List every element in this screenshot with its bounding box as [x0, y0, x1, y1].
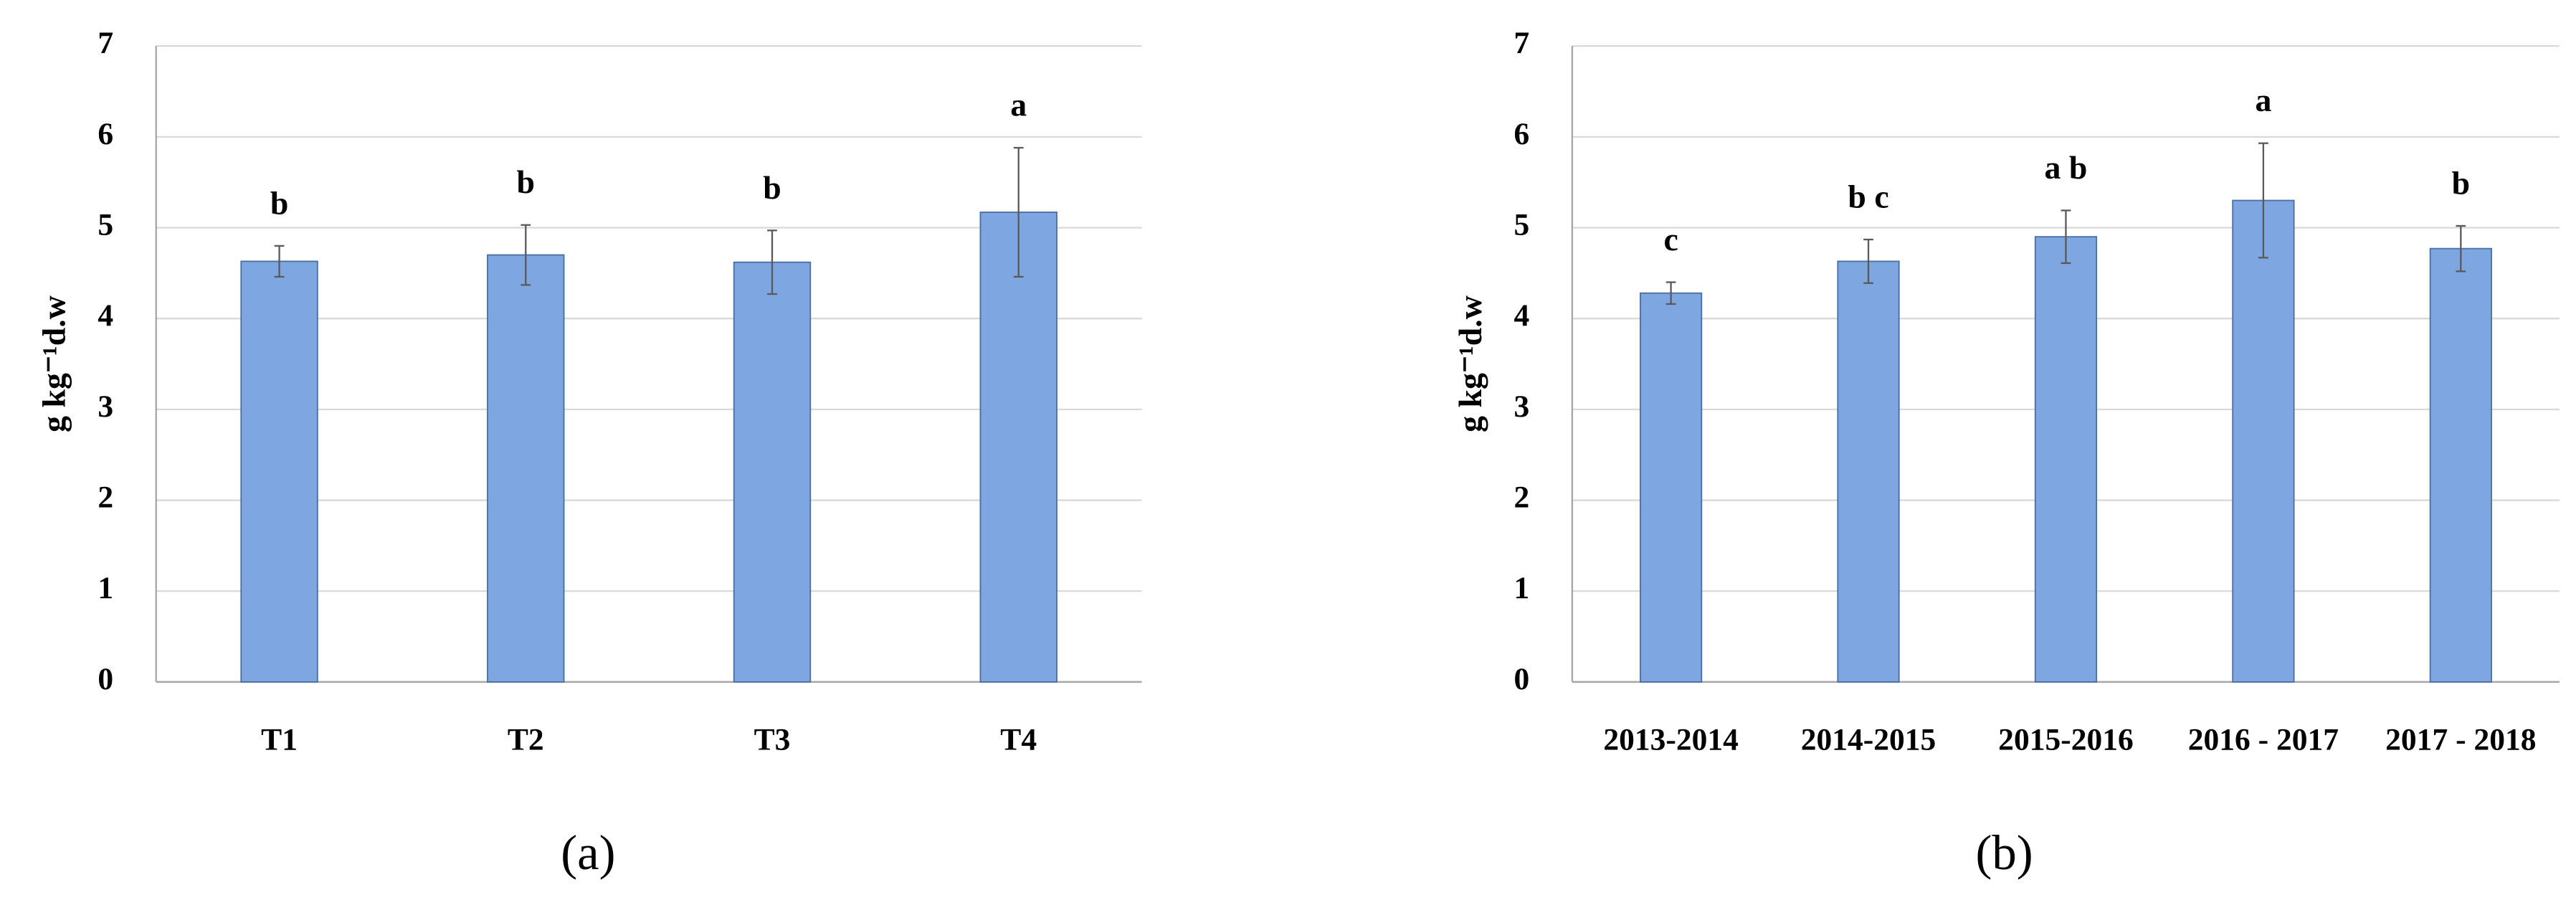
error-bar: [2061, 209, 2071, 265]
error-bar: [2456, 224, 2466, 273]
x-tick-label: T2: [508, 723, 544, 757]
bar: [979, 212, 1058, 683]
bar: [1640, 292, 1703, 683]
bar: [487, 254, 565, 683]
caption: (b): [1975, 825, 2033, 880]
error-bar: [2258, 142, 2268, 259]
significance-label: b: [270, 184, 288, 221]
y-tick-label: 6: [98, 117, 113, 151]
significance-label: a b: [2045, 149, 2088, 186]
y-axis-title: g kg⁻¹d.w: [1452, 295, 1488, 432]
x-tick-label: T3: [754, 723, 791, 757]
x-tick-label: 2015-2016: [1998, 723, 2134, 757]
y-tick-label: 4: [98, 298, 113, 333]
significance-label: b c: [1848, 179, 1888, 215]
y-tick-label: 4: [1514, 298, 1530, 333]
y-tick-label: 7: [1514, 26, 1530, 60]
y-tick-label: 0: [98, 662, 113, 696]
y-tick-label: 1: [1514, 571, 1530, 605]
significance-label: b: [763, 169, 781, 206]
y-tick-label: 3: [1514, 389, 1530, 424]
significance-label: c: [1663, 221, 1678, 257]
bar: [1837, 260, 1900, 683]
y-tick-label: 2: [98, 480, 113, 515]
error-bar: [1863, 238, 1873, 284]
significance-label: a: [2255, 82, 2271, 118]
y-tick-label: 3: [98, 389, 113, 424]
x-tick-label: 2016 - 2017: [2188, 723, 2339, 757]
error-bar: [274, 245, 285, 278]
bar: [240, 260, 318, 683]
significance-label: b: [517, 164, 535, 200]
y-tick-label: 5: [98, 208, 113, 242]
y-tick-label: 1: [98, 571, 113, 605]
error-bar: [521, 224, 531, 286]
error-bar: [1665, 281, 1676, 305]
bar: [2429, 247, 2492, 683]
y-tick-label: 6: [1514, 117, 1530, 151]
error-bar: [767, 229, 777, 295]
bar: [2232, 199, 2295, 683]
bar: [733, 261, 812, 683]
y-tick-label: 0: [1514, 662, 1530, 696]
significance-label: b: [2452, 165, 2470, 202]
y-tick-label: 2: [1514, 480, 1530, 515]
x-tick-label: T4: [1000, 723, 1037, 757]
x-tick-label: 2017 - 2018: [2385, 723, 2536, 757]
error-bar: [1013, 146, 1024, 278]
bar: [2034, 236, 2098, 683]
y-axis-title: g kg⁻¹d.w: [36, 295, 72, 432]
y-tick-label: 7: [98, 26, 113, 60]
significance-label: a: [1010, 87, 1027, 123]
y-tick-label: 5: [1514, 208, 1530, 242]
x-tick-label: 2013-2014: [1603, 723, 1739, 757]
caption: (a): [561, 825, 615, 880]
x-tick-label: 2014-2015: [1801, 723, 1936, 757]
x-tick-label: T1: [261, 723, 298, 757]
